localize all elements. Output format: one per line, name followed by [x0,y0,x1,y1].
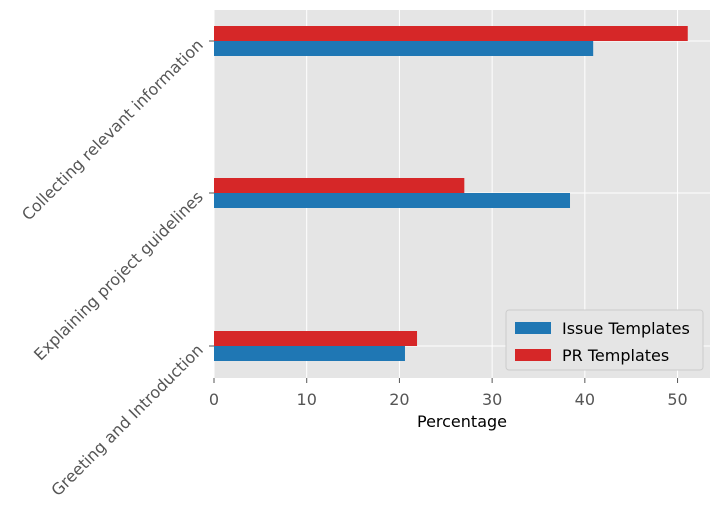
bar-issue-templates [214,193,571,208]
x-tick-label: 0 [209,390,219,409]
bar-pr-templates [214,178,465,193]
legend: Issue Templates PR Templates [505,309,704,371]
x-tick-label: 40 [575,390,595,409]
legend-label: PR Templates [562,346,669,365]
x-tick-label: 10 [297,390,317,409]
bar-pr-templates [214,331,418,346]
x-axis-label: Percentage [417,412,507,431]
legend-box [505,309,704,371]
legend-swatch [515,322,551,334]
y-tick-label: Collecting relevant information [18,35,207,224]
bar-pr-templates [214,26,688,41]
x-tick-label: 50 [667,390,687,409]
legend-swatch [515,349,551,361]
bars [214,26,688,361]
x-tick-label: 30 [482,390,502,409]
y-tick-label: Greeting and Introduction [47,340,206,499]
x-tick-label: 20 [389,390,409,409]
y-tick-label: Explaining project guidelines [30,187,207,364]
x-axis: 0 10 20 30 40 50 [209,378,688,409]
bar-issue-templates [214,41,594,56]
legend-label: Issue Templates [562,319,690,338]
bar-issue-templates [214,346,405,361]
